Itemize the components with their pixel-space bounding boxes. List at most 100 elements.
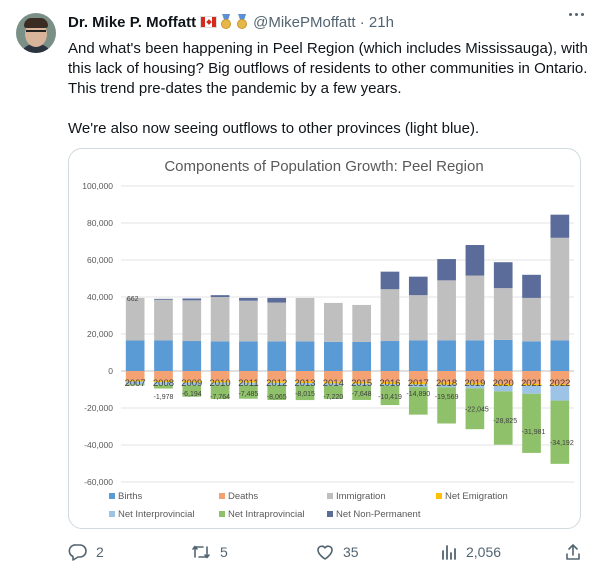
views-button[interactable]: 2,056 (440, 540, 501, 564)
bar-segment (295, 341, 315, 371)
bar-segment (352, 385, 371, 400)
bar-segment (267, 385, 287, 400)
data-label: -10,419 (378, 394, 402, 401)
bar-segment (352, 341, 371, 371)
bar-segment (239, 380, 258, 383)
bar-segment (465, 382, 485, 385)
bar-segment (324, 381, 343, 384)
bar-segment (210, 297, 230, 342)
bar-segment (522, 383, 541, 386)
bar-segment (522, 385, 541, 394)
bar-segment (408, 371, 428, 383)
legend-swatch (219, 493, 225, 499)
data-label: -6,194 (182, 391, 202, 398)
data-label: -34,192 (550, 440, 574, 447)
bar-segment (522, 274, 541, 298)
bar-segment (182, 341, 202, 371)
views-icon (442, 545, 456, 560)
x-tick-label: 2018 (436, 378, 457, 389)
bar-segment (493, 339, 513, 371)
chart-image[interactable]: Components of Population Growth: Peel Re… (68, 148, 581, 529)
y-tick-label: 100,000 (82, 181, 113, 191)
x-tick-label: 2014 (323, 378, 344, 389)
avatar[interactable] (16, 13, 56, 53)
legend-swatch (436, 493, 442, 499)
x-tick-label: 2022 (549, 378, 570, 389)
legend-label: Net Interprovincial (118, 509, 195, 520)
bar-segment (182, 371, 202, 381)
bar-segment (493, 385, 513, 392)
bar-segment (437, 340, 456, 371)
bar-segment (380, 271, 400, 290)
data-label: -22,045 (465, 407, 489, 414)
bar-segment (465, 340, 485, 371)
share-button[interactable] (564, 540, 590, 564)
bar-segment (295, 385, 315, 401)
reply-icon (68, 544, 87, 561)
bar-segment (437, 280, 456, 341)
flag-canada-icon (200, 16, 218, 28)
bar-segment (295, 381, 315, 384)
like-button[interactable]: 35 (315, 540, 359, 564)
bar-segment (154, 340, 173, 371)
y-tick-label: 80,000 (87, 218, 113, 228)
bar-segment (210, 380, 230, 383)
y-tick-label: -40,000 (84, 440, 113, 450)
author-name[interactable]: Dr. Mike P. Moffatt (68, 13, 197, 31)
bar-segment (125, 371, 145, 381)
bar-segment (437, 371, 456, 383)
bar-segment (522, 393, 541, 453)
tweet-paragraph: And what's been happening in Peel Region… (68, 40, 588, 97)
reply-button[interactable]: 2 (68, 540, 104, 564)
bar-segment (550, 384, 570, 386)
reply-count: 2 (96, 544, 104, 560)
bar-segment (493, 288, 513, 340)
x-tick-label: 2019 (464, 378, 485, 389)
bar-segment (380, 371, 400, 383)
tweet-paragraph: We're also now seeing outflows to other … (68, 120, 480, 137)
tweet-header: Dr. Mike P. Moffatt @MikePMoffatt · 21h (68, 11, 394, 33)
data-label: -7,220 (323, 394, 343, 401)
bar-segment (295, 383, 315, 386)
bar-segment (465, 388, 485, 430)
data-label: -7,764 (210, 394, 230, 401)
x-tick-label: 2011 (238, 378, 258, 389)
avatar-hair (24, 18, 48, 28)
x-tick-label: 2008 (153, 378, 174, 389)
bar-segment (154, 371, 173, 381)
bar-segment (522, 371, 541, 384)
bar-segment (125, 380, 145, 382)
bar-segment (522, 341, 541, 371)
bar-segment (408, 384, 428, 388)
x-tick-label: 2012 (266, 378, 287, 389)
retweet-button[interactable]: 5 (190, 540, 228, 564)
bar-segment (352, 383, 371, 386)
x-tick-label: 2010 (210, 378, 231, 389)
handle-time[interactable]: @MikePMoffatt · 21h (253, 13, 394, 31)
share-icon (566, 544, 580, 560)
data-label: -19,569 (435, 394, 459, 401)
bar-segment (437, 387, 456, 424)
y-tick-label: -20,000 (84, 403, 113, 413)
y-tick-label: 40,000 (87, 292, 113, 302)
bar-segment (550, 371, 570, 385)
more-icon[interactable] (569, 13, 584, 16)
data-label: -1,978 (154, 394, 174, 401)
bar-segment (239, 382, 258, 385)
bar-segment (465, 371, 485, 383)
bar-segment (267, 302, 287, 342)
y-tick-label: -60,000 (84, 477, 113, 487)
tweet-actions: 2 5 35 2,056 (68, 540, 588, 564)
bar-segment (210, 371, 230, 381)
legend-label: Births (118, 491, 143, 502)
data-label: -7,648 (352, 391, 372, 398)
bar-segment (324, 341, 343, 371)
bar-segment (465, 245, 485, 276)
bar-segment (210, 295, 230, 297)
bar-segment (380, 341, 400, 371)
bar-segment (125, 297, 145, 341)
bar-segment (182, 382, 202, 386)
bar-segment (493, 262, 513, 289)
bar-segment (125, 384, 145, 386)
x-tick-label: 2013 (294, 378, 315, 389)
